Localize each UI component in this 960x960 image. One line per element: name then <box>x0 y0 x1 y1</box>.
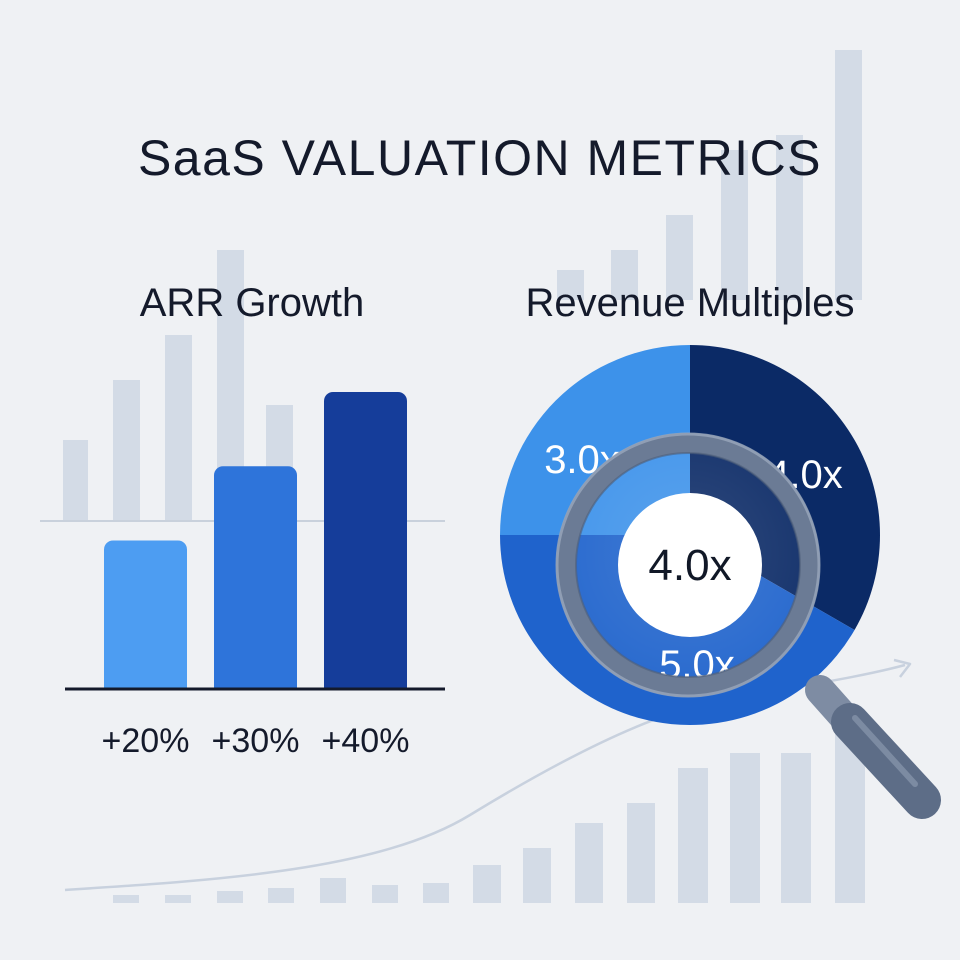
donut-center-hole <box>618 493 762 637</box>
arr-growth-tick-labels: +20% +30% +40% <box>102 722 410 760</box>
ghost-bar <box>666 215 693 300</box>
arr-growth-title: ARR Growth <box>140 281 365 325</box>
background-ghost-bars-bottom <box>113 728 865 903</box>
ghost-bar <box>165 895 191 903</box>
revenue-multiples-title: Revenue Multiples <box>525 281 854 325</box>
ghost-bar <box>835 50 862 300</box>
ghost-bar <box>611 250 638 300</box>
magnifier-grip-highlight <box>852 715 918 787</box>
ghost-bar <box>730 753 760 903</box>
ghost-bar <box>165 335 192 520</box>
arr-growth-bar <box>104 540 187 697</box>
magnifier-lens-rim-highlight <box>555 432 821 698</box>
ghost-bar <box>557 270 584 300</box>
baseline-mask <box>60 688 450 708</box>
ghost-bar <box>63 440 88 520</box>
trend-arrow-head-icon <box>893 658 912 678</box>
ghost-bar <box>372 885 398 903</box>
ghost-bar <box>781 753 811 903</box>
ghost-bar <box>423 883 449 903</box>
arr-growth-tick-label: +40% <box>322 722 410 760</box>
arr-growth-bars <box>60 391 450 708</box>
ghost-bar <box>776 135 803 300</box>
ghost-bar <box>678 768 708 903</box>
ghost-bar <box>217 891 243 903</box>
ghost-bar <box>523 848 551 903</box>
magnifier-lens-inner-rim <box>575 452 801 678</box>
arr-growth-tick-label: +20% <box>102 722 190 760</box>
arr-growth-bar <box>214 466 297 697</box>
ghost-bar <box>721 150 748 300</box>
ghost-bar <box>268 888 294 903</box>
background-ghost-bars-top <box>557 50 862 300</box>
magnifier-grip <box>831 703 941 819</box>
ghost-bar <box>320 878 346 903</box>
donut-center-label: 4.0x <box>648 541 731 590</box>
page-title: SaaS VALUATION METRICS <box>138 130 822 186</box>
arr-growth-tick-label: +30% <box>212 722 300 760</box>
ghost-bar <box>113 895 139 903</box>
ghost-bar <box>627 803 655 903</box>
ghost-bar <box>575 823 603 903</box>
ghost-bar <box>473 865 501 903</box>
ghost-bar <box>113 380 140 520</box>
arr-growth-bar <box>324 391 407 697</box>
arr-growth-chart: ARR Growth +20% +30% +40% <box>60 281 450 760</box>
